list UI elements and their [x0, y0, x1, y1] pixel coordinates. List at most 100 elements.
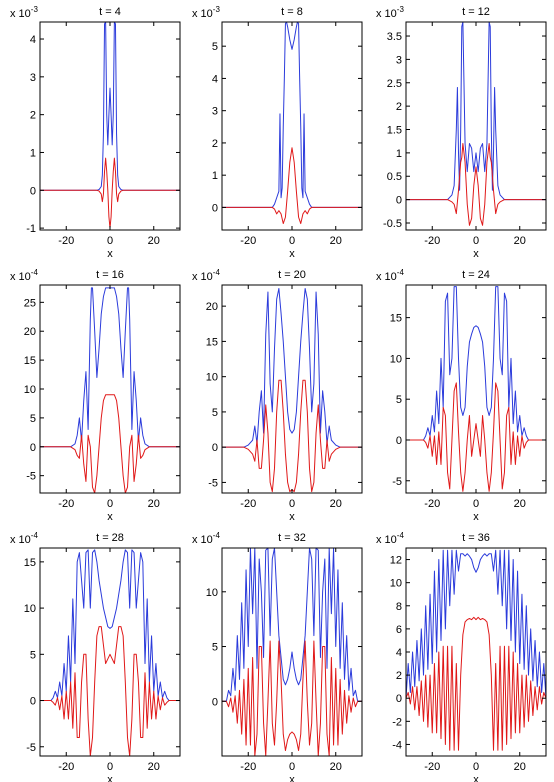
multiplier-exponent: -4 [397, 268, 405, 277]
series-line-red [40, 394, 180, 493]
axes-frame [405, 21, 547, 231]
x-tick-label: -20 [58, 761, 74, 773]
y-tick-label: 5 [30, 649, 36, 661]
multiplier-base: x 10 [10, 271, 31, 283]
x-axis-label: x [473, 248, 479, 260]
y-tick-label: -4 [392, 739, 402, 751]
x-axis-label: x [107, 248, 113, 260]
y-tick-label: 2 [30, 110, 36, 122]
y-tick-label: 1 [396, 148, 402, 160]
multiplier-exponent: -4 [213, 268, 221, 277]
x-tick-label: -20 [424, 498, 440, 510]
axes-frame [221, 284, 363, 494]
y-tick-label: 1 [212, 170, 218, 182]
y-tick-label: -1 [26, 223, 36, 235]
multiplier-exponent: -3 [31, 5, 39, 14]
x-axis-label: x [289, 248, 295, 260]
y-tick-label: 20 [24, 326, 36, 338]
y-tick-label: 2 [396, 670, 402, 682]
y-multiplier: x 10-3 [192, 5, 220, 20]
x-axis-label: x [107, 511, 113, 523]
y-multiplier: x 10-4 [376, 268, 404, 283]
y-tick-label: 5 [212, 41, 218, 53]
y-tick-label: 0.5 [387, 171, 402, 183]
multiplier-base: x 10 [376, 8, 397, 20]
y-tick-label: 4 [30, 34, 36, 46]
x-tick-label: -20 [58, 235, 74, 247]
multiplier-exponent: -4 [31, 268, 39, 277]
axes-frame [39, 284, 181, 494]
y-multiplier: x 10-4 [10, 531, 38, 546]
subplot-title: t = 28 [96, 532, 124, 544]
x-tick-label: 0 [289, 498, 295, 510]
subplot-5: -20 0 20 -5 0 5 10 15 20 x 10-4 t = 20 x [192, 268, 363, 523]
multiplier-base: x 10 [192, 271, 213, 283]
axes-frame [405, 284, 547, 494]
subplot-6: -20 0 20 -5 0 5 10 15 x 10-4 t = 24 x [376, 268, 547, 523]
multiplier-base: x 10 [192, 534, 213, 546]
subplot-1: -20 0 20 -1 0 1 2 3 4 x 10-3 t = 4 x [10, 5, 181, 260]
subplot-7: -20 0 20 -5 0 5 10 15 x 10-4 t = 28 x [10, 531, 181, 782]
x-tick-label: 20 [514, 498, 526, 510]
y-tick-label: 2 [396, 101, 402, 113]
subplot-4: -20 0 20 -5 0 5 10 15 20 25 x 10-4 t = 16 x [10, 268, 181, 523]
y-tick-label: 25 [24, 297, 36, 309]
y-tick-label: 10 [206, 372, 218, 384]
y-tick-label: 0 [212, 442, 218, 454]
y-tick-label: 10 [24, 603, 36, 615]
y-tick-label: 3 [396, 54, 402, 66]
series-line-red [222, 147, 362, 225]
series-line-blue [406, 22, 546, 201]
subplot-3: -20 0 20 -0.5 0 0.5 1 1.5 2 2.5 3 3.5 x 10-3 t = 12 x [376, 5, 547, 260]
y-tick-label: 3.5 [387, 31, 402, 43]
y-tick-label: 1.5 [387, 125, 402, 137]
series-line-red [406, 143, 546, 226]
subplot-2: -20 0 20 0 1 2 3 4 5 x 10-3 t = 8 x [192, 5, 363, 260]
x-tick-label: 20 [148, 761, 160, 773]
y-tick-label: 0 [212, 202, 218, 214]
x-tick-label: -20 [424, 235, 440, 247]
subplot-8: -20 0 20 0 5 10 x 10-4 t = 32 x [192, 531, 363, 782]
series-line-blue [222, 288, 362, 448]
multiplier-exponent: -4 [213, 531, 221, 540]
multiplier-base: x 10 [376, 534, 397, 546]
x-tick-label: 20 [148, 235, 160, 247]
multiplier-base: x 10 [376, 271, 397, 283]
x-tick-label: 0 [107, 235, 113, 247]
x-tick-label: -20 [240, 235, 256, 247]
series-line-red [40, 157, 180, 229]
x-axis-label: x [473, 774, 479, 782]
y-tick-label: 15 [24, 557, 36, 569]
series-line-red [222, 640, 362, 756]
y-tick-label: 2.5 [387, 78, 402, 90]
x-tick-label: 0 [473, 761, 479, 773]
x-tick-label: 0 [289, 235, 295, 247]
y-tick-label: 0 [30, 442, 36, 454]
x-tick-label: 20 [514, 761, 526, 773]
y-tick-label: 0 [396, 693, 402, 705]
y-tick-label: -5 [208, 477, 218, 489]
x-tick-label: 20 [514, 235, 526, 247]
y-multiplier: x 10-4 [10, 268, 38, 283]
y-multiplier: x 10-3 [376, 5, 404, 20]
series-line-blue [40, 22, 180, 191]
series-line-blue [222, 22, 362, 208]
y-tick-label: -5 [26, 742, 36, 754]
series-line-blue [222, 548, 362, 702]
y-tick-label: 15 [24, 355, 36, 367]
y-tick-label: 0 [30, 696, 36, 708]
y-tick-label: 10 [24, 384, 36, 396]
series-line-blue [40, 287, 180, 448]
y-multiplier: x 10-4 [192, 268, 220, 283]
y-tick-label: 10 [206, 587, 218, 599]
y-multiplier: x 10-4 [376, 531, 404, 546]
x-axis-label: x [473, 511, 479, 523]
axes-frame [221, 21, 363, 231]
multiplier-base: x 10 [10, 534, 31, 546]
y-tick-label: 2 [212, 138, 218, 150]
x-axis-label: x [289, 511, 295, 523]
axes-frame [39, 21, 181, 231]
subplot-title: t = 16 [96, 269, 124, 281]
